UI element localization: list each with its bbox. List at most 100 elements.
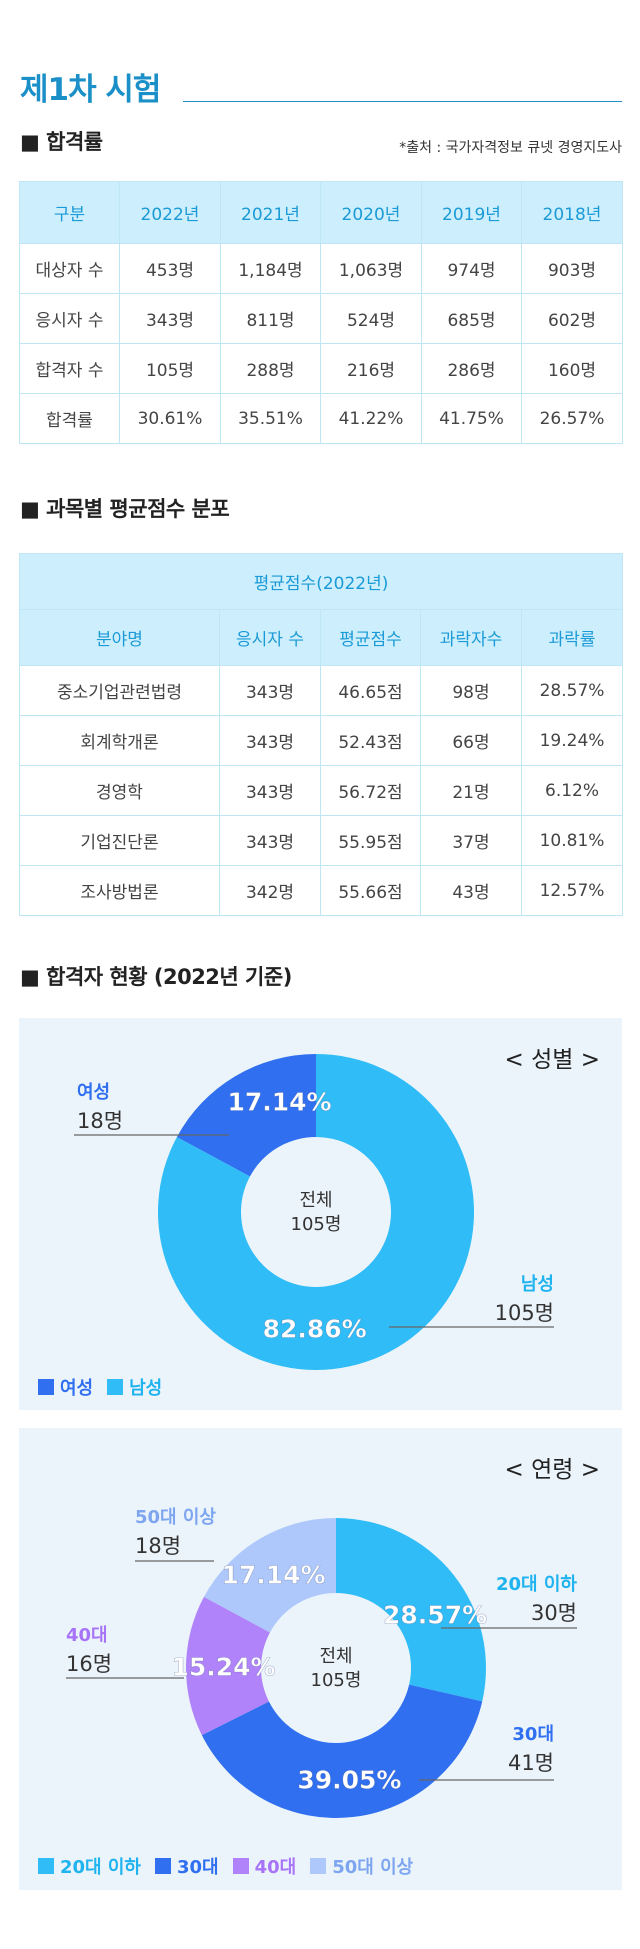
legend-item-50s: 50대 이상 (310, 1853, 413, 1879)
donut-slice (185, 1596, 270, 1736)
table-cell: 46.65점 (320, 665, 421, 716)
age-donut-chart: 전체 105명 28.57% 39.05% 15.24% 17.14% 20대 이하 30명 3… (66, 1507, 577, 1818)
table-cell: 342명 (219, 865, 321, 916)
header-cell: 2021년 (220, 181, 321, 244)
table-cell: 37명 (420, 815, 522, 866)
header-cell: 과락률 (520, 609, 624, 666)
table-cell: 1,184명 (220, 243, 321, 294)
callout-category-label: 남성 (521, 1274, 554, 1295)
table-cell: 343명 (219, 815, 321, 866)
header-cell: 구분 (19, 181, 120, 244)
table-cell: 343명 (219, 765, 321, 816)
legend-label: 30대 (177, 1857, 219, 1878)
table-cell: 55.66점 (320, 865, 421, 916)
table-cell: 28.57% (520, 665, 624, 716)
table-cell: 경영학 (19, 765, 220, 816)
age-legend: 20대 이하 30대 40대 50대 이상 (38, 1853, 427, 1879)
table-cell: 286명 (421, 343, 522, 394)
table-cell: 811명 (220, 293, 321, 344)
slice-value-label: 28.57% (383, 1601, 487, 1630)
table-cell: 343명 (219, 665, 321, 716)
table-cell: 응시자 수 (19, 293, 120, 344)
table-row: 조사방법론 342명 55.66점 43명 12.57% (19, 865, 624, 916)
legend-swatch (38, 1379, 54, 1395)
legend-label: 남성 (129, 1378, 163, 1399)
table-row: 합격률 30.61% 35.51% 41.22% 41.75% 26.57% (19, 393, 623, 444)
legend-label: 40대 (254, 1857, 297, 1878)
table-cell: 685명 (421, 293, 522, 344)
legend-item-male: 남성 (107, 1374, 162, 1400)
table-cell: 19.24% (520, 715, 624, 766)
table-cell: 6.12% (520, 765, 624, 816)
table-cell: 974명 (421, 243, 522, 294)
table-cell: 343명 (119, 293, 221, 344)
pass-rate-table: 구분 2022년 2021년 2020년 2019년 2018년 대상자 수 4… (19, 181, 623, 444)
table-cell: 35.51% (220, 393, 321, 444)
donut-slice (336, 1518, 486, 1702)
legend-swatch (310, 1858, 327, 1874)
callout-category-label: 50대 이상 (135, 1507, 216, 1528)
table-cell: 903명 (521, 243, 623, 294)
table-cell: 조사방법론 (19, 865, 220, 916)
table-row: 기업진단론 343명 55.95점 37명 10.81% (19, 815, 624, 866)
table-cell: 41.22% (320, 393, 422, 444)
section-title-score-distribution: ■ 과목별 평균점수 분포 (20, 497, 230, 521)
table-row: 합격자 수 105명 288명 216명 286명 160명 (19, 343, 623, 394)
callout-category-label: 20대 이하 (496, 1574, 577, 1595)
slice-value-label: 39.05% (297, 1766, 401, 1795)
title-divider (183, 101, 622, 102)
table-cell: 1,063명 (320, 243, 422, 294)
table-cell: 160명 (521, 343, 623, 394)
table-cell: 회계학개론 (19, 715, 220, 766)
table-cell: 343명 (219, 715, 321, 766)
score-distribution-table: 평균점수(2022년) 분야명 응시자 수 평균점수 과락자수 과락률 중소기업… (18, 553, 624, 916)
legend-label: 여성 (60, 1378, 94, 1399)
group-header-cell: 평균점수(2022년) (18, 553, 624, 610)
section-title-pass-rate: ■ 합격률 (20, 130, 103, 154)
table-cell: 288명 (220, 343, 321, 394)
donut-slice (176, 1054, 316, 1177)
legend-swatch (232, 1858, 249, 1874)
table-cell: 26.57% (521, 393, 623, 444)
legend-item-30s: 30대 (155, 1853, 219, 1879)
table-cell: 216명 (320, 343, 422, 394)
table-cell: 41.75% (421, 393, 522, 444)
callout-count-label: 41명 (508, 1751, 554, 1775)
header-cell: 2020년 (320, 181, 422, 244)
header-cell: 2019년 (421, 181, 522, 244)
slice-value-label: 17.14% (221, 1560, 325, 1589)
table-cell: 합격률 (19, 393, 120, 444)
legend-swatch (107, 1379, 124, 1395)
callout-category-label: 30대 (512, 1724, 554, 1745)
slice-value-label: 82.86% (263, 1314, 367, 1343)
legend-item-40s: 40대 (232, 1853, 297, 1879)
donut-slice (157, 1054, 475, 1370)
table-row: 회계학개론 343명 52.43점 66명 19.24% (19, 715, 624, 766)
table-cell: 524명 (320, 293, 422, 344)
age-chart-panel: < 연령 > 전체 105명 28.57% 39.05% 15.24% 17.14% 20대… (19, 1428, 622, 1890)
legend-label: 50대 이상 (332, 1857, 414, 1878)
table-cell: 합격자 수 (19, 343, 120, 394)
gender-legend: 여성 남성 (38, 1374, 176, 1400)
header-cell: 평균점수 (320, 609, 421, 666)
slice-value-label: 15.24% (171, 1652, 275, 1681)
donut-slice (203, 1518, 336, 1633)
page-title: 제1차 시험 (20, 72, 161, 108)
table-cell: 43명 (420, 865, 522, 916)
header-cell: 응시자 수 (219, 609, 321, 666)
callout-count-label: 30명 (531, 1601, 577, 1625)
table-cell: 52.43점 (320, 715, 421, 766)
age-chart-title: < 연령 > (504, 1457, 601, 1483)
slice-value-label: 17.14% (227, 1087, 331, 1116)
callout-count-label: 18명 (135, 1534, 181, 1558)
table-cell: 30.61% (119, 393, 221, 444)
gender-chart-panel: < 성별 > 전체 105명 17.14% 82.86% 여성 18명 남성 105명 여성 … (19, 1018, 622, 1410)
table-cell: 대상자 수 (19, 243, 120, 294)
table-cell: 중소기업관련법령 (19, 665, 220, 716)
center-label: 전체 (319, 1646, 352, 1667)
table-cell: 602명 (521, 293, 623, 344)
legend-swatch (155, 1858, 171, 1874)
source-note: *출처 : 국가자격정보 큐넷 경영지도사 (399, 140, 622, 156)
table-cell: 10.81% (520, 815, 624, 866)
